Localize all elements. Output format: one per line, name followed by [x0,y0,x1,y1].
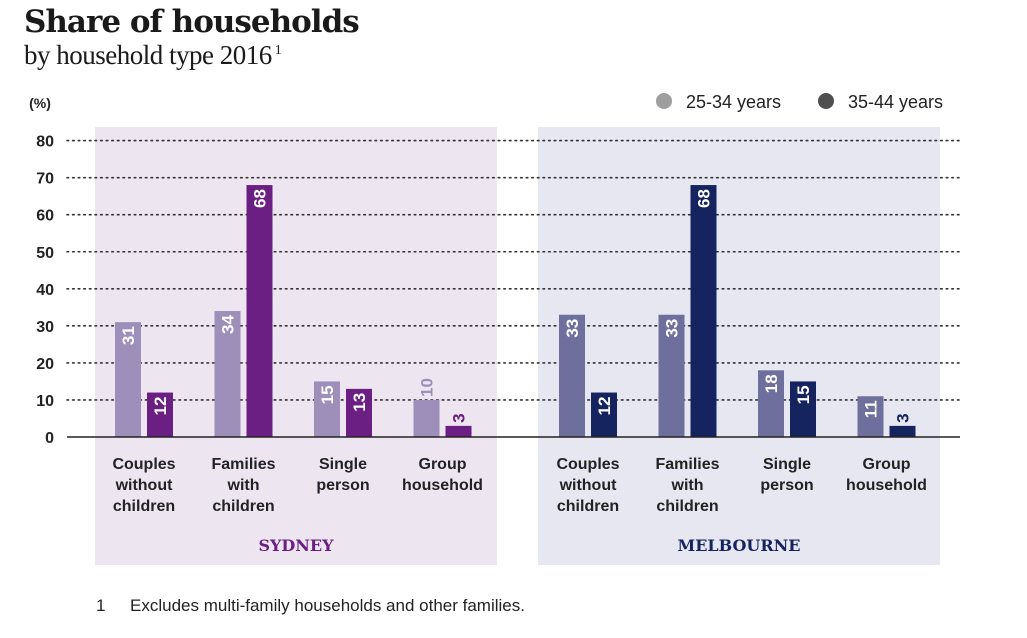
category-label-sydney-3: Single person [316,456,369,494]
value-label-sydney-35-44-cat4: 3 [450,413,469,422]
y-tick-label-10: 10 [36,393,54,410]
category-label-line: household [846,477,927,494]
bar-sydney-35-44-cat3 [346,388,372,437]
category-label-sydney-4: Group household [402,456,483,494]
category-label-line: Couples [112,456,175,473]
y-tick-label-70: 70 [36,171,54,188]
category-label-line: children [113,498,175,515]
footnote: 1 Excludes multi-family households and ot… [96,596,525,616]
category-label-melbourne-3: Single person [760,456,813,494]
value-label-sydney-35-44-cat1: 12 [151,397,170,416]
category-label-line: children [557,498,619,515]
value-label-melbourne-25-34-cat3: 18 [762,374,781,393]
category-label-line: Couples [556,456,619,473]
footnote-marker: 1 [274,43,282,58]
y-tick-label-80: 80 [36,134,54,151]
value-label-melbourne-25-34-cat4: 11 [862,400,881,418]
y-tick-label-30: 30 [36,319,54,336]
panel-label-sydney: SYDNEY [258,536,334,555]
category-label-line: Group [419,456,467,473]
value-label-melbourne-35-44-cat3: 15 [794,385,813,404]
bar-melbourne-35-44-cat2 [690,185,717,437]
value-label-melbourne-35-44-cat4: 3 [894,413,913,422]
category-label-line: without [115,477,174,494]
panel-label-melbourne: MELBOURNE [678,536,801,555]
value-label-melbourne-35-44-cat1: 12 [595,397,614,416]
category-label-sydney-2: Families with children [211,456,275,515]
category-label-line: Families [655,456,719,473]
category-label-line: children [212,498,274,515]
category-label-melbourne-2: Families with children [655,456,719,515]
category-label-line: Single [319,456,367,473]
bar-sydney-25-34-cat3 [314,381,340,437]
bar-sydney-35-44-cat4 [445,425,472,437]
y-tick-label-50: 50 [36,245,54,262]
bar-sydney-35-44-cat2 [246,185,273,437]
value-label-melbourne-35-44-cat2: 68 [695,189,714,208]
y-tick-label-60: 60 [36,208,54,225]
household-share-chart: 0 10 20 30 40 50 60 70 80 (%) 31 34 15 10 12 68 13 3 Coupl… [29,92,961,565]
bar-melbourne-25-34-cat4 [857,396,884,437]
legend-marker-1 [656,93,672,109]
footnote-number: 1 [96,596,106,615]
category-label-line: with [227,477,260,494]
value-label-sydney-35-44-cat3: 13 [350,393,369,412]
category-label-line: Single [763,456,811,473]
category-label-line: Families [211,456,275,473]
bar-sydney-35-44-cat1 [147,392,173,437]
bar-melbourne-35-44-cat1 [591,392,617,437]
category-label-melbourne-4: Group household [846,456,927,494]
category-label-line: children [656,498,718,515]
y-tick-label-20: 20 [36,356,54,373]
value-label-sydney-25-34-cat1: 31 [119,326,138,345]
footnote-text: Excludes multi-family households and oth… [130,596,525,615]
bar-sydney-25-34-cat2 [214,311,241,437]
bar-melbourne-25-34-cat2 [658,314,685,437]
y-tick-label-40: 40 [36,282,54,299]
category-label-line: household [402,477,483,494]
chart-title: Share of households [24,4,360,40]
category-label-line: person [316,477,369,494]
y-axis-label: (%) [29,95,51,111]
category-label-line: person [760,477,813,494]
category-label-melbourne-1: Couples without children [556,456,619,515]
legend-label-1: 25-34 years [686,92,781,112]
category-label-line: without [559,477,618,494]
legend-label-2: 35-44 years [848,92,943,112]
bar-melbourne-35-44-cat4 [889,425,916,437]
panel-sydney [95,127,497,565]
bar-melbourne-35-44-cat3 [790,381,816,437]
category-label-sydney-1: Couples without children [112,456,175,515]
bar-melbourne-25-34-cat3 [758,370,784,437]
value-label-melbourne-25-34-cat2: 33 [663,319,682,338]
value-label-sydney-25-34-cat2: 34 [219,314,238,333]
value-label-sydney-25-34-cat3: 15 [318,385,337,404]
subtitle-text: by household type 2016 [24,40,272,70]
panel-melbourne [538,127,940,565]
y-tick-label-0: 0 [45,430,54,447]
value-label-sydney-35-44-cat2: 68 [251,189,270,208]
legend-marker-2 [818,93,834,109]
bar-sydney-25-34-cat1 [115,322,141,437]
category-label-line: Group [863,456,911,473]
value-label-sydney-25-34-cat4: 10 [418,378,437,397]
bar-sydney-25-34-cat4 [413,399,440,437]
chart-subtitle: by household type 2016 1 [24,40,282,71]
category-label-line: with [671,477,704,494]
bar-melbourne-25-34-cat1 [559,314,585,437]
value-label-melbourne-25-34-cat1: 33 [563,319,582,338]
